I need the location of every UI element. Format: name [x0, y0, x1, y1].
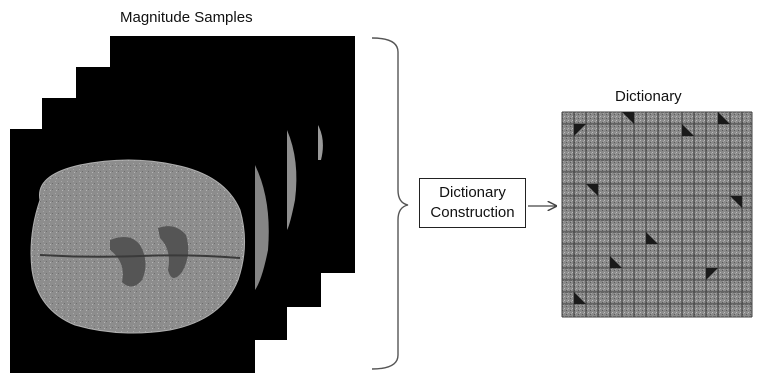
- process-label-line2: Construction: [430, 204, 515, 221]
- dictionary-construction-box: Dictionary Construction: [419, 178, 526, 228]
- dictionary-label: Dictionary: [615, 88, 682, 105]
- slice-2-brain-edge: [255, 165, 269, 290]
- magnitude-samples-label: Magnitude Samples: [120, 9, 253, 26]
- process-label-line1: Dictionary: [439, 184, 506, 201]
- slice-3-brain-edge: [287, 130, 297, 230]
- brain-axial-slice: [30, 159, 246, 334]
- grouping-brace: [371, 37, 409, 370]
- slice-4-brain-edge: [318, 125, 323, 160]
- dictionary-atoms-grid: [561, 111, 753, 318]
